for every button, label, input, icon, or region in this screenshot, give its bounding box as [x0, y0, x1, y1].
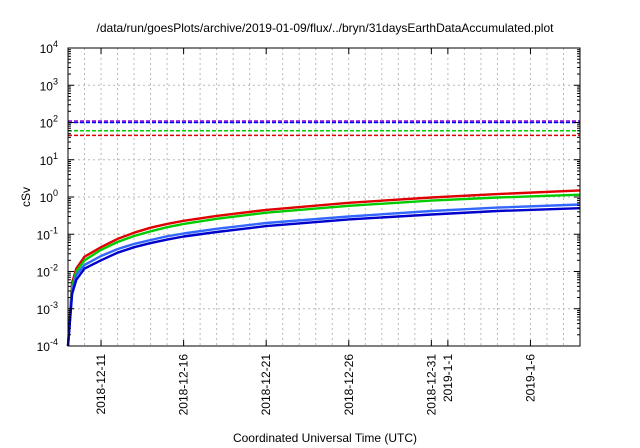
series-line — [66, 189, 581, 347]
x-tick-label: 2018-12-21 — [259, 354, 273, 416]
x-tick-label: 2019-1-6 — [523, 354, 537, 402]
series-group — [66, 189, 581, 347]
x-tick-label: 2018-12-11 — [94, 354, 108, 415]
y-tick-label: 10-1 — [37, 225, 58, 242]
y-tick-exponent: -4 — [50, 337, 58, 347]
y-tick-exponent: 3 — [53, 76, 58, 86]
y-tick-base: 10 — [40, 117, 54, 131]
y-tick-base: 10 — [40, 42, 54, 56]
y-tick-exponent: 4 — [53, 39, 58, 49]
series-line — [66, 203, 581, 347]
y-tick-exponent: 1 — [53, 151, 58, 161]
y-tick-base: 10 — [37, 266, 51, 280]
chart-title: /data/run/goesPlots/archive/2019-01-09/f… — [97, 21, 555, 35]
reference-lines — [68, 120, 580, 137]
y-tick-base: 10 — [40, 154, 54, 168]
x-tick-label: 2018-12-31 — [424, 354, 438, 416]
y-tick-exponent: -2 — [50, 263, 58, 273]
y-tick-label: 10-2 — [37, 263, 58, 280]
y-tick-base: 10 — [37, 303, 51, 317]
y-tick-label: 103 — [40, 76, 58, 93]
x-tick-label: 2019-1-1 — [441, 354, 455, 402]
x-axis: 2018-12-11 2018-12-16 2018-12-21 2018-12-26… — [94, 48, 537, 415]
y-tick-base: 10 — [37, 340, 51, 354]
y-tick-base: 10 — [40, 79, 54, 93]
x-tick-label: 2018-12-16 — [177, 354, 191, 416]
y-tick-label: 104 — [40, 39, 58, 56]
y-tick-exponent: -1 — [50, 225, 58, 235]
y-tick-base: 10 — [37, 228, 51, 242]
y-tick-exponent: -3 — [50, 300, 58, 310]
y-tick-label: 10-4 — [37, 337, 58, 354]
y-tick-label: 10-3 — [37, 300, 58, 317]
x-axis-label: Coordinated Universal Time (UTC) — [233, 431, 417, 445]
y-tick-label: 100 — [40, 188, 58, 205]
y-tick-exponent: 0 — [53, 188, 58, 198]
y-tick-label: 101 — [40, 151, 58, 168]
x-tick-label: 2018-12-26 — [342, 354, 356, 416]
y-tick-base: 10 — [40, 191, 54, 205]
series-line — [66, 207, 581, 347]
y-tick-label: 102 — [40, 114, 58, 131]
y-axis-label: cSv — [19, 187, 33, 207]
series-line — [66, 193, 581, 347]
y-tick-exponent: 2 — [53, 114, 58, 124]
